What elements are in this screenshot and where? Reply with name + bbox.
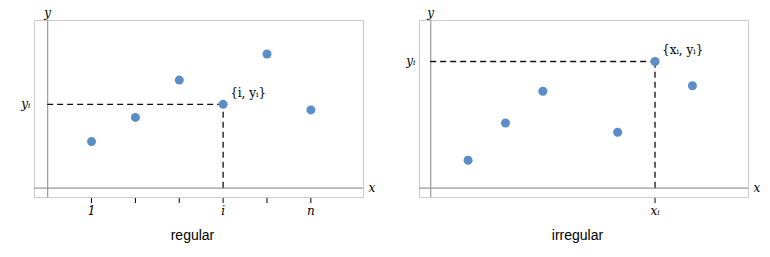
svg-text:y: y — [43, 6, 51, 20]
svg-text:n: n — [307, 204, 315, 218]
html-text:regular: regular — [170, 227, 215, 243]
svg-text:i: i — [221, 204, 225, 218]
svg-text:y: y — [426, 6, 434, 20]
svg-text:x: x — [754, 181, 761, 195]
svg-text:yᵢ: yᵢ — [20, 97, 31, 111]
svg-text:1: 1 — [88, 204, 96, 218]
svg-text:x: x — [369, 181, 376, 195]
svg-text:xᵢ: xᵢ — [650, 204, 660, 218]
html-text:irregular: irregular — [551, 227, 604, 243]
svg-text:{xᵢ, yᵢ}: {xᵢ, yᵢ} — [662, 43, 703, 57]
svg-text:yᵢ: yᵢ — [405, 54, 416, 68]
svg-text:{i, yᵢ}: {i, yᵢ} — [230, 86, 266, 100]
